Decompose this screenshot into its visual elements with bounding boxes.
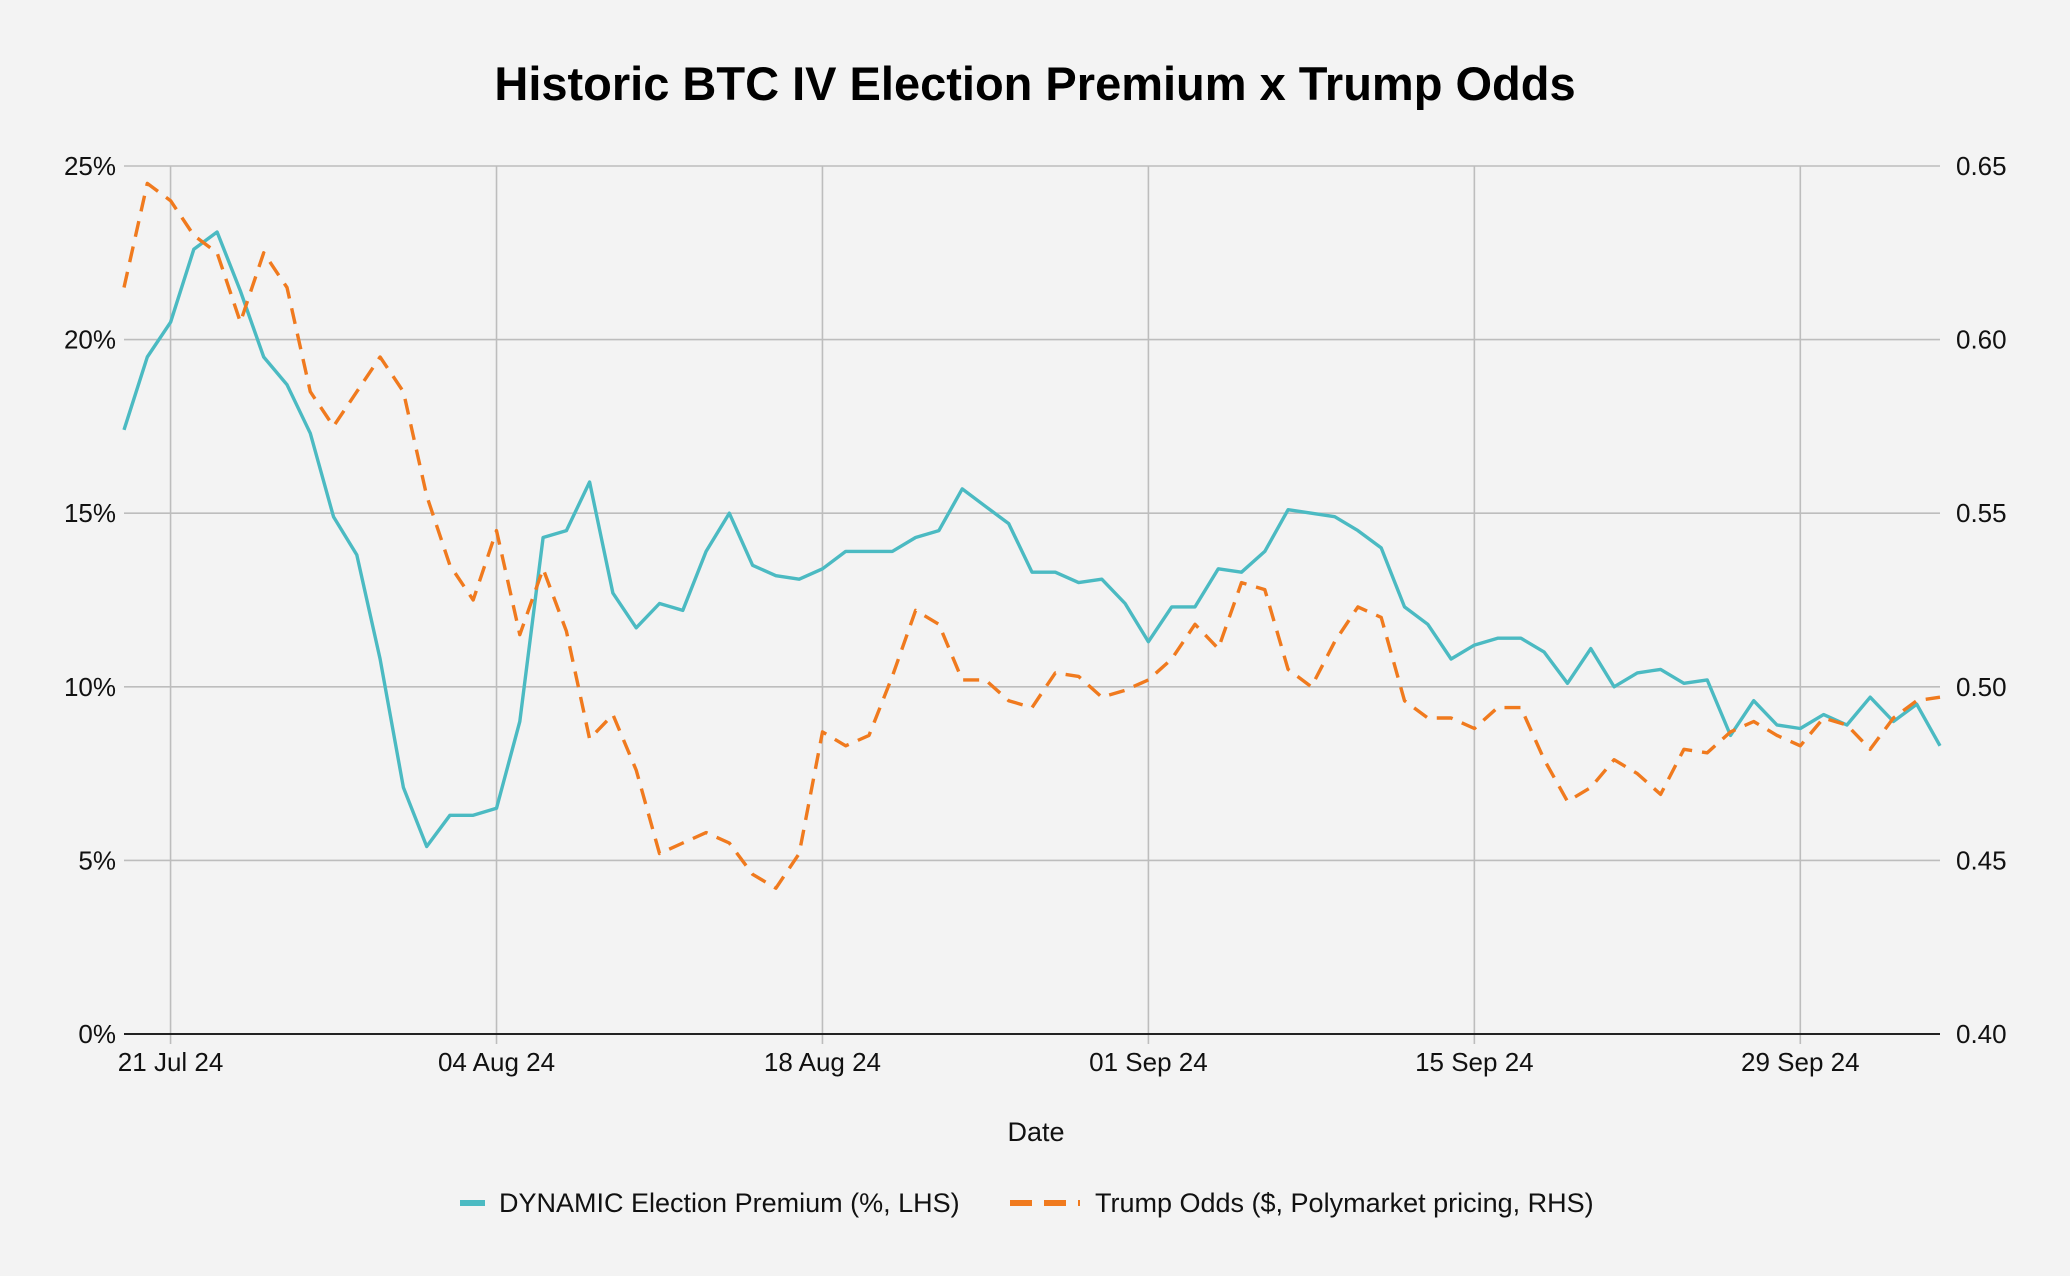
legend: DYNAMIC Election Premium (%, LHS) Trump … [460, 1188, 1594, 1218]
series-layer [122, 181, 1942, 890]
legend-label-premium: DYNAMIC Election Premium (%, LHS) [499, 1188, 960, 1218]
x-axis-label: Date [1007, 1117, 1064, 1147]
y-left-tick-label: 25% [64, 151, 116, 181]
series-line-trump-odds [122, 181, 1941, 890]
y-left-tick-label: 15% [64, 498, 116, 528]
y-left-tick-label: 10% [64, 672, 116, 702]
x-tick-label: 04 Aug 24 [438, 1047, 555, 1077]
legend-label-trump-odds: Trump Odds ($, Polymarket pricing, RHS) [1095, 1188, 1594, 1218]
x-tick-label: 21 Jul 24 [118, 1047, 224, 1077]
y-right-tick-label: 0.40 [1956, 1019, 2007, 1049]
x-tick-label: 01 Sep 24 [1089, 1047, 1208, 1077]
y-right-tick-label: 0.60 [1956, 325, 2007, 355]
legend-item-trump-odds: Trump Odds ($, Polymarket pricing, RHS) [1010, 1188, 1594, 1218]
legend-item-premium: DYNAMIC Election Premium (%, LHS) [460, 1188, 960, 1218]
y-right-tick-label: 0.50 [1956, 672, 2007, 702]
x-tick-label: 18 Aug 24 [764, 1047, 881, 1077]
x-tick-label: 15 Sep 24 [1415, 1047, 1534, 1077]
y-left-tick-label: 5% [78, 845, 116, 875]
grid-layer [124, 165, 1940, 1044]
series-line-premium [122, 230, 1942, 849]
y-left-tick-label: 0% [78, 1019, 116, 1049]
x-tick-label: 29 Sep 24 [1741, 1047, 1860, 1077]
y-right-tick-label: 0.45 [1956, 845, 2007, 875]
y-right-tick-label: 0.65 [1956, 151, 2007, 181]
y-right-tick-label: 0.55 [1956, 498, 2007, 528]
chart-title: Historic BTC IV Election Premium x Trump… [494, 57, 1575, 110]
y-left-tick-label: 20% [64, 325, 116, 355]
axis-layer: 0% 0.40 5% 0.45 10% 0.50 15% 0.55 20% 0.60 25% 0.65… [64, 151, 2007, 1077]
